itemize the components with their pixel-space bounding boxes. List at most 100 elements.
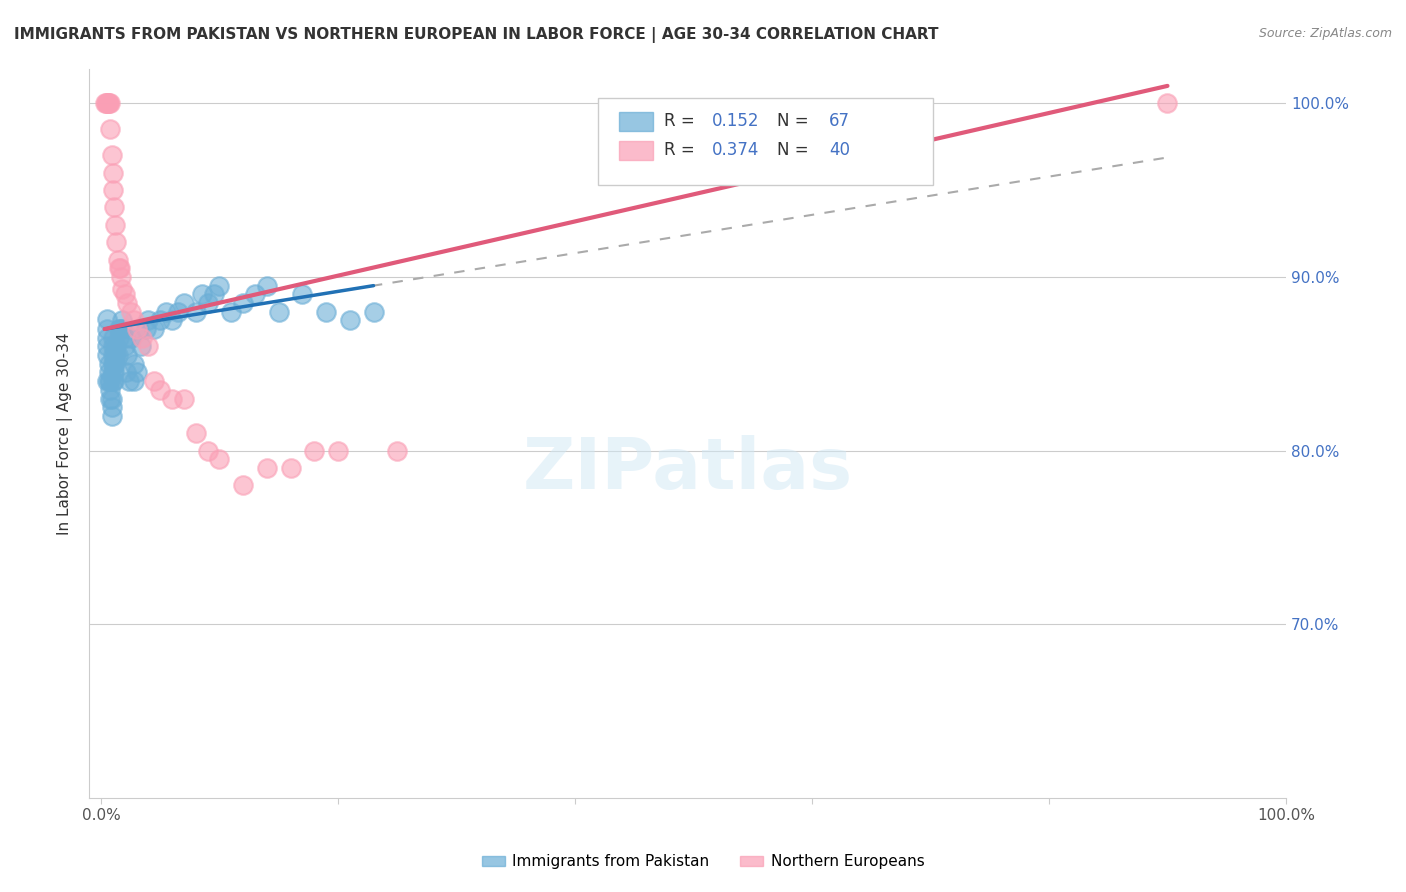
Point <box>315 304 337 318</box>
Point <box>138 313 160 327</box>
Point <box>105 235 128 250</box>
Point <box>131 331 153 345</box>
Point <box>101 166 124 180</box>
Point <box>339 313 361 327</box>
Point <box>100 96 122 111</box>
FancyBboxPatch shape <box>619 112 652 130</box>
Point <box>326 443 349 458</box>
FancyBboxPatch shape <box>598 98 934 186</box>
Point <box>103 374 125 388</box>
Text: Source: ZipAtlas.com: Source: ZipAtlas.com <box>1258 27 1392 40</box>
Point <box>115 348 138 362</box>
Point <box>160 313 183 327</box>
Point <box>100 392 122 406</box>
Point <box>122 357 145 371</box>
Point <box>103 201 125 215</box>
Point <box>103 357 125 371</box>
Point <box>111 313 134 327</box>
Legend: Immigrants from Pakistan, Northern Europeans: Immigrants from Pakistan, Northern Europ… <box>475 848 931 875</box>
Point <box>96 374 118 388</box>
Point <box>105 348 128 362</box>
Point <box>122 374 145 388</box>
Point <box>107 261 129 276</box>
Point <box>135 322 157 336</box>
Point <box>98 96 121 111</box>
Point <box>108 261 131 276</box>
Point <box>100 383 122 397</box>
Point <box>108 322 131 336</box>
Point <box>101 366 124 380</box>
Point <box>149 383 172 397</box>
Point <box>100 409 122 423</box>
Point <box>96 311 118 326</box>
Point <box>101 348 124 362</box>
Point <box>184 304 207 318</box>
Point <box>155 304 177 318</box>
Point <box>125 322 148 336</box>
Point <box>149 313 172 327</box>
Point <box>143 322 166 336</box>
Point <box>197 443 219 458</box>
Point <box>167 304 190 318</box>
Point <box>96 96 118 111</box>
Point <box>256 461 278 475</box>
Point <box>110 269 132 284</box>
Point <box>115 296 138 310</box>
Point <box>100 401 122 415</box>
Point <box>107 322 129 336</box>
Point <box>280 461 302 475</box>
Point <box>100 374 122 388</box>
Point <box>363 304 385 318</box>
Point <box>114 287 136 301</box>
Point <box>184 426 207 441</box>
Point <box>97 96 120 111</box>
Point <box>160 392 183 406</box>
Point <box>103 366 125 380</box>
Text: R =: R = <box>664 141 695 160</box>
FancyBboxPatch shape <box>619 142 652 160</box>
Point <box>107 348 129 362</box>
Point <box>101 183 124 197</box>
Point <box>101 357 124 371</box>
Point <box>173 296 195 310</box>
Text: N =: N = <box>778 141 808 160</box>
Point <box>100 122 122 136</box>
Point <box>120 304 142 318</box>
Point <box>202 287 225 301</box>
Point <box>208 452 231 467</box>
Point <box>105 339 128 353</box>
Point <box>304 443 326 458</box>
Point <box>104 218 127 232</box>
Point <box>128 322 150 336</box>
Point <box>143 374 166 388</box>
Point <box>111 322 134 336</box>
Point <box>97 96 120 111</box>
Point <box>100 392 122 406</box>
Text: 67: 67 <box>828 112 849 130</box>
Point <box>98 366 121 380</box>
Point <box>98 357 121 371</box>
Point <box>93 96 115 111</box>
Point <box>96 322 118 336</box>
Point <box>208 278 231 293</box>
Point <box>115 366 138 380</box>
Text: 0.374: 0.374 <box>711 141 759 160</box>
Point <box>104 348 127 362</box>
Point <box>104 357 127 371</box>
Point <box>232 296 254 310</box>
Point <box>101 339 124 353</box>
Point <box>107 252 129 267</box>
Point <box>256 278 278 293</box>
Point <box>221 304 243 318</box>
Point <box>96 339 118 353</box>
Point <box>129 339 152 353</box>
Text: R =: R = <box>664 112 695 130</box>
Point <box>291 287 314 301</box>
Point <box>107 331 129 345</box>
Text: 40: 40 <box>828 141 849 160</box>
Text: ZIPatlas: ZIPatlas <box>523 435 852 504</box>
Point <box>114 339 136 353</box>
Point <box>114 331 136 345</box>
Point <box>197 296 219 310</box>
Point <box>111 282 134 296</box>
